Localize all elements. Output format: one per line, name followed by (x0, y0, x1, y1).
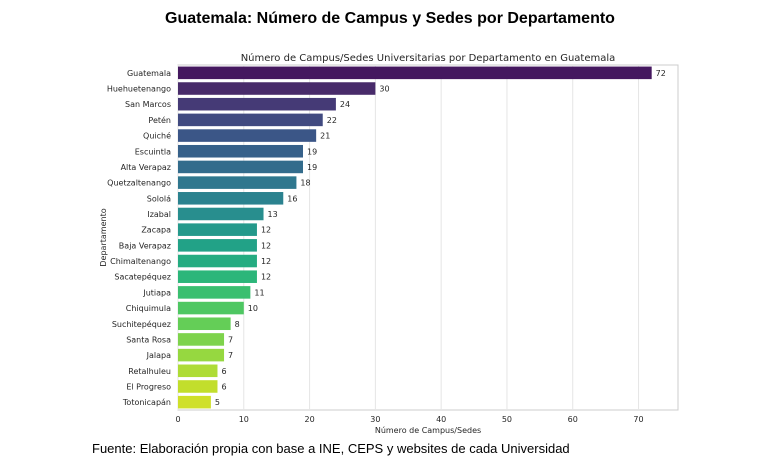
bar (178, 317, 231, 331)
bar (178, 333, 225, 346)
chart-title: Número de Campus/Sedes Universitarias po… (241, 52, 616, 64)
bar (178, 160, 303, 174)
bar (178, 364, 218, 378)
value-label: 6 (221, 382, 226, 391)
value-label: 13 (268, 210, 278, 219)
bar (178, 97, 336, 111)
category-label: Alta Verapaz (121, 163, 171, 172)
value-label: 22 (327, 116, 337, 125)
category-label: Chimaltenango (110, 257, 171, 266)
value-label: 72 (656, 69, 666, 78)
value-label: 5 (215, 398, 220, 407)
bar (178, 176, 297, 189)
bar (178, 286, 251, 299)
bar (178, 113, 323, 127)
value-label: 19 (307, 163, 317, 172)
bar (178, 301, 244, 315)
bar (178, 66, 652, 80)
bar (178, 129, 317, 142)
x-tick-label: 30 (370, 415, 380, 424)
bar (178, 144, 303, 158)
x-tick-label: 70 (633, 415, 643, 424)
category-label: Retalhuleu (128, 367, 171, 376)
category-label: Jutiapa (142, 288, 171, 297)
x-tick-labels: 0 10 20 30 40 50 60 70 (175, 415, 643, 424)
category-label: Sololá (147, 194, 171, 203)
x-tick-label: 20 (304, 415, 314, 424)
value-label: 10 (248, 304, 258, 313)
category-label: Jalapa (146, 351, 171, 360)
value-label: 18 (300, 179, 310, 188)
value-label: 7 (228, 351, 233, 360)
x-tick-label: 60 (568, 415, 578, 424)
x-tick-label: 10 (239, 415, 249, 424)
category-label: Totonicapán (122, 398, 171, 407)
x-tick-label: 0 (175, 415, 180, 424)
value-label: 21 (320, 132, 330, 141)
y-axis-label: Departamento (99, 208, 108, 266)
category-label: Izabal (147, 210, 171, 219)
category-label: San Marcos (125, 100, 171, 109)
page-title: Guatemala: Número de Campus y Sedes por … (165, 10, 615, 27)
value-label: 19 (307, 147, 317, 156)
bar (178, 380, 218, 393)
bars-group (178, 66, 652, 409)
value-label: 8 (235, 320, 240, 329)
category-label: Suchitepéquez (112, 319, 171, 329)
bar (178, 254, 257, 268)
category-label: Baja Verapaz (119, 241, 171, 250)
bar (178, 207, 264, 221)
value-label: 12 (261, 273, 271, 282)
category-labels: Guatemala Huehuetenango San Marcos Petén Qui… (107, 69, 171, 407)
bar (178, 192, 284, 205)
value-label: 12 (261, 241, 271, 250)
value-label: 24 (340, 100, 350, 109)
value-label: 12 (261, 257, 271, 266)
bar (178, 82, 376, 95)
value-label: 7 (228, 335, 233, 344)
bar (178, 239, 257, 252)
x-tick-label: 40 (436, 415, 446, 424)
bar (178, 270, 257, 283)
source-note: Fuente: Elaboración propia con base a IN… (92, 441, 570, 456)
category-label: Petén (148, 115, 171, 125)
category-label: Escuintla (135, 147, 171, 156)
category-label: Guatemala (127, 69, 171, 78)
category-label: Huehuetenango (107, 85, 171, 94)
value-label: 12 (261, 226, 271, 235)
value-label: 30 (379, 85, 389, 94)
category-label: El Progreso (126, 382, 171, 391)
value-label: 6 (221, 367, 226, 376)
value-label: 11 (254, 288, 264, 297)
category-label: Sacatepéquez (114, 272, 171, 282)
category-label: Zacapa (141, 226, 171, 235)
value-label: 16 (287, 194, 297, 203)
bar (178, 223, 257, 236)
bar (178, 395, 211, 409)
x-axis-label: Número de Campus/Sedes (375, 426, 481, 435)
bar (178, 348, 225, 362)
x-tick-label: 50 (502, 415, 512, 424)
category-label: Quiché (143, 131, 171, 141)
category-label: Chiquimula (126, 304, 171, 313)
category-label: Santa Rosa (126, 335, 171, 344)
category-label: Quetzaltenango (107, 179, 171, 188)
